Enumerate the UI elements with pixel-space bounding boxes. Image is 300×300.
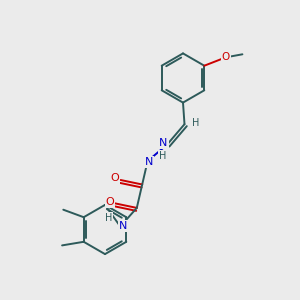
- Text: H: H: [159, 151, 166, 161]
- Text: O: O: [105, 197, 114, 207]
- Text: N: N: [159, 138, 168, 148]
- Text: O: O: [111, 173, 120, 184]
- Text: N: N: [145, 157, 153, 167]
- Text: O: O: [222, 52, 230, 62]
- Text: H: H: [105, 213, 112, 223]
- Text: H: H: [192, 118, 200, 128]
- Text: N: N: [118, 221, 127, 231]
